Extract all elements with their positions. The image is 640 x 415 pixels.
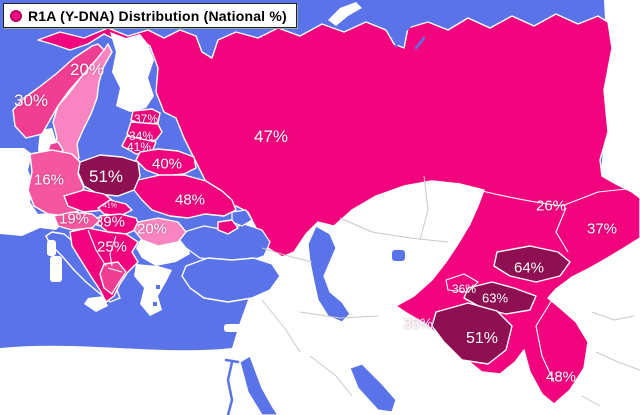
map-title-box: R1A (Y-DNA) Distribution (National %): [3, 3, 297, 28]
turkey-region: [181, 257, 281, 303]
region-label-austria: 19%: [58, 210, 90, 228]
region-label-kazakhstan: 26%: [535, 197, 567, 215]
region-label-tajikistan: 63%: [481, 290, 509, 306]
r1a-bullet-icon: [10, 9, 22, 22]
estonia-region: [130, 108, 161, 126]
region-label-slovakia: 41%: [102, 202, 118, 210]
poland-region: [77, 154, 141, 197]
russia-kazakh-border: [481, 187, 637, 207]
kyrgyzstan-region: [493, 245, 571, 283]
arctic-river: [564, 0, 598, 8]
tajikistan-region: [463, 281, 537, 315]
austria-region: [53, 211, 101, 231]
kazakh-altai-border: [555, 207, 569, 253]
region-label-norway: 30%: [13, 91, 49, 110]
ob-gulf: [394, 14, 426, 50]
region-label-romania: 20%: [136, 220, 168, 238]
region-label-germany: 16%: [33, 171, 65, 189]
romania-region: [133, 217, 187, 247]
aegean-island: [163, 295, 167, 299]
kashmir-border: [535, 299, 555, 383]
ukraine-region: [133, 174, 237, 219]
albania-macedonia-region: [99, 261, 127, 295]
uzbekistan-border: [445, 273, 479, 293]
aral-sea: [392, 250, 405, 261]
bulgaria-greece-region: [134, 236, 190, 316]
novaya-zemlya-island: [328, 2, 362, 26]
region-label-latvia: 34%: [128, 129, 154, 143]
gray-borders: [261, 175, 640, 407]
caspian-sea: [307, 225, 351, 323]
sardinia-island: [50, 256, 62, 282]
region-label-lithuania: 41%: [126, 140, 152, 154]
region-label-ukraine: 48%: [174, 191, 206, 209]
region-label-north-india-kashmir: 48%: [545, 368, 577, 386]
region-label-poland: 51%: [88, 167, 124, 186]
red-sea: [239, 355, 279, 415]
nile-river: [224, 358, 240, 415]
aegean-island: [153, 302, 157, 306]
region-label-serbia: 25%: [96, 238, 128, 256]
region-label-sweden: 20%: [69, 60, 105, 79]
region-label-turkmenistan-ne-iran: 35%: [402, 315, 434, 333]
region-label-afghanistan: 51%: [465, 330, 499, 347]
afghanistan-region: [431, 302, 513, 365]
sicily-island: [84, 296, 108, 312]
hungary-region: [97, 213, 141, 235]
persian-gulf: [349, 363, 397, 413]
corsica-island: [47, 240, 56, 256]
aegean-island: [156, 285, 160, 289]
crete-island: [146, 321, 168, 326]
region-label-belarus: 40%: [151, 155, 183, 173]
region-label-hungary: 39%: [94, 213, 126, 231]
region-label-russia: 47%: [253, 127, 289, 146]
cyprus-island: [224, 324, 243, 332]
slovakia-region: [97, 199, 133, 217]
region-label-altai: 37%: [586, 220, 618, 238]
latvia-region: [126, 121, 163, 143]
region-label-uzbekistan: 36%: [451, 282, 477, 296]
balkans-internal-borders: [87, 229, 123, 273]
map-title: R1A (Y-DNA) Distribution (National %): [28, 7, 287, 24]
crimea-region: [217, 219, 239, 235]
region-label-kyrgyzstan: 64%: [513, 259, 545, 277]
finland-region: [110, 32, 154, 112]
belarus-region: [135, 148, 197, 177]
region-label-estonia: 37%: [133, 112, 159, 126]
